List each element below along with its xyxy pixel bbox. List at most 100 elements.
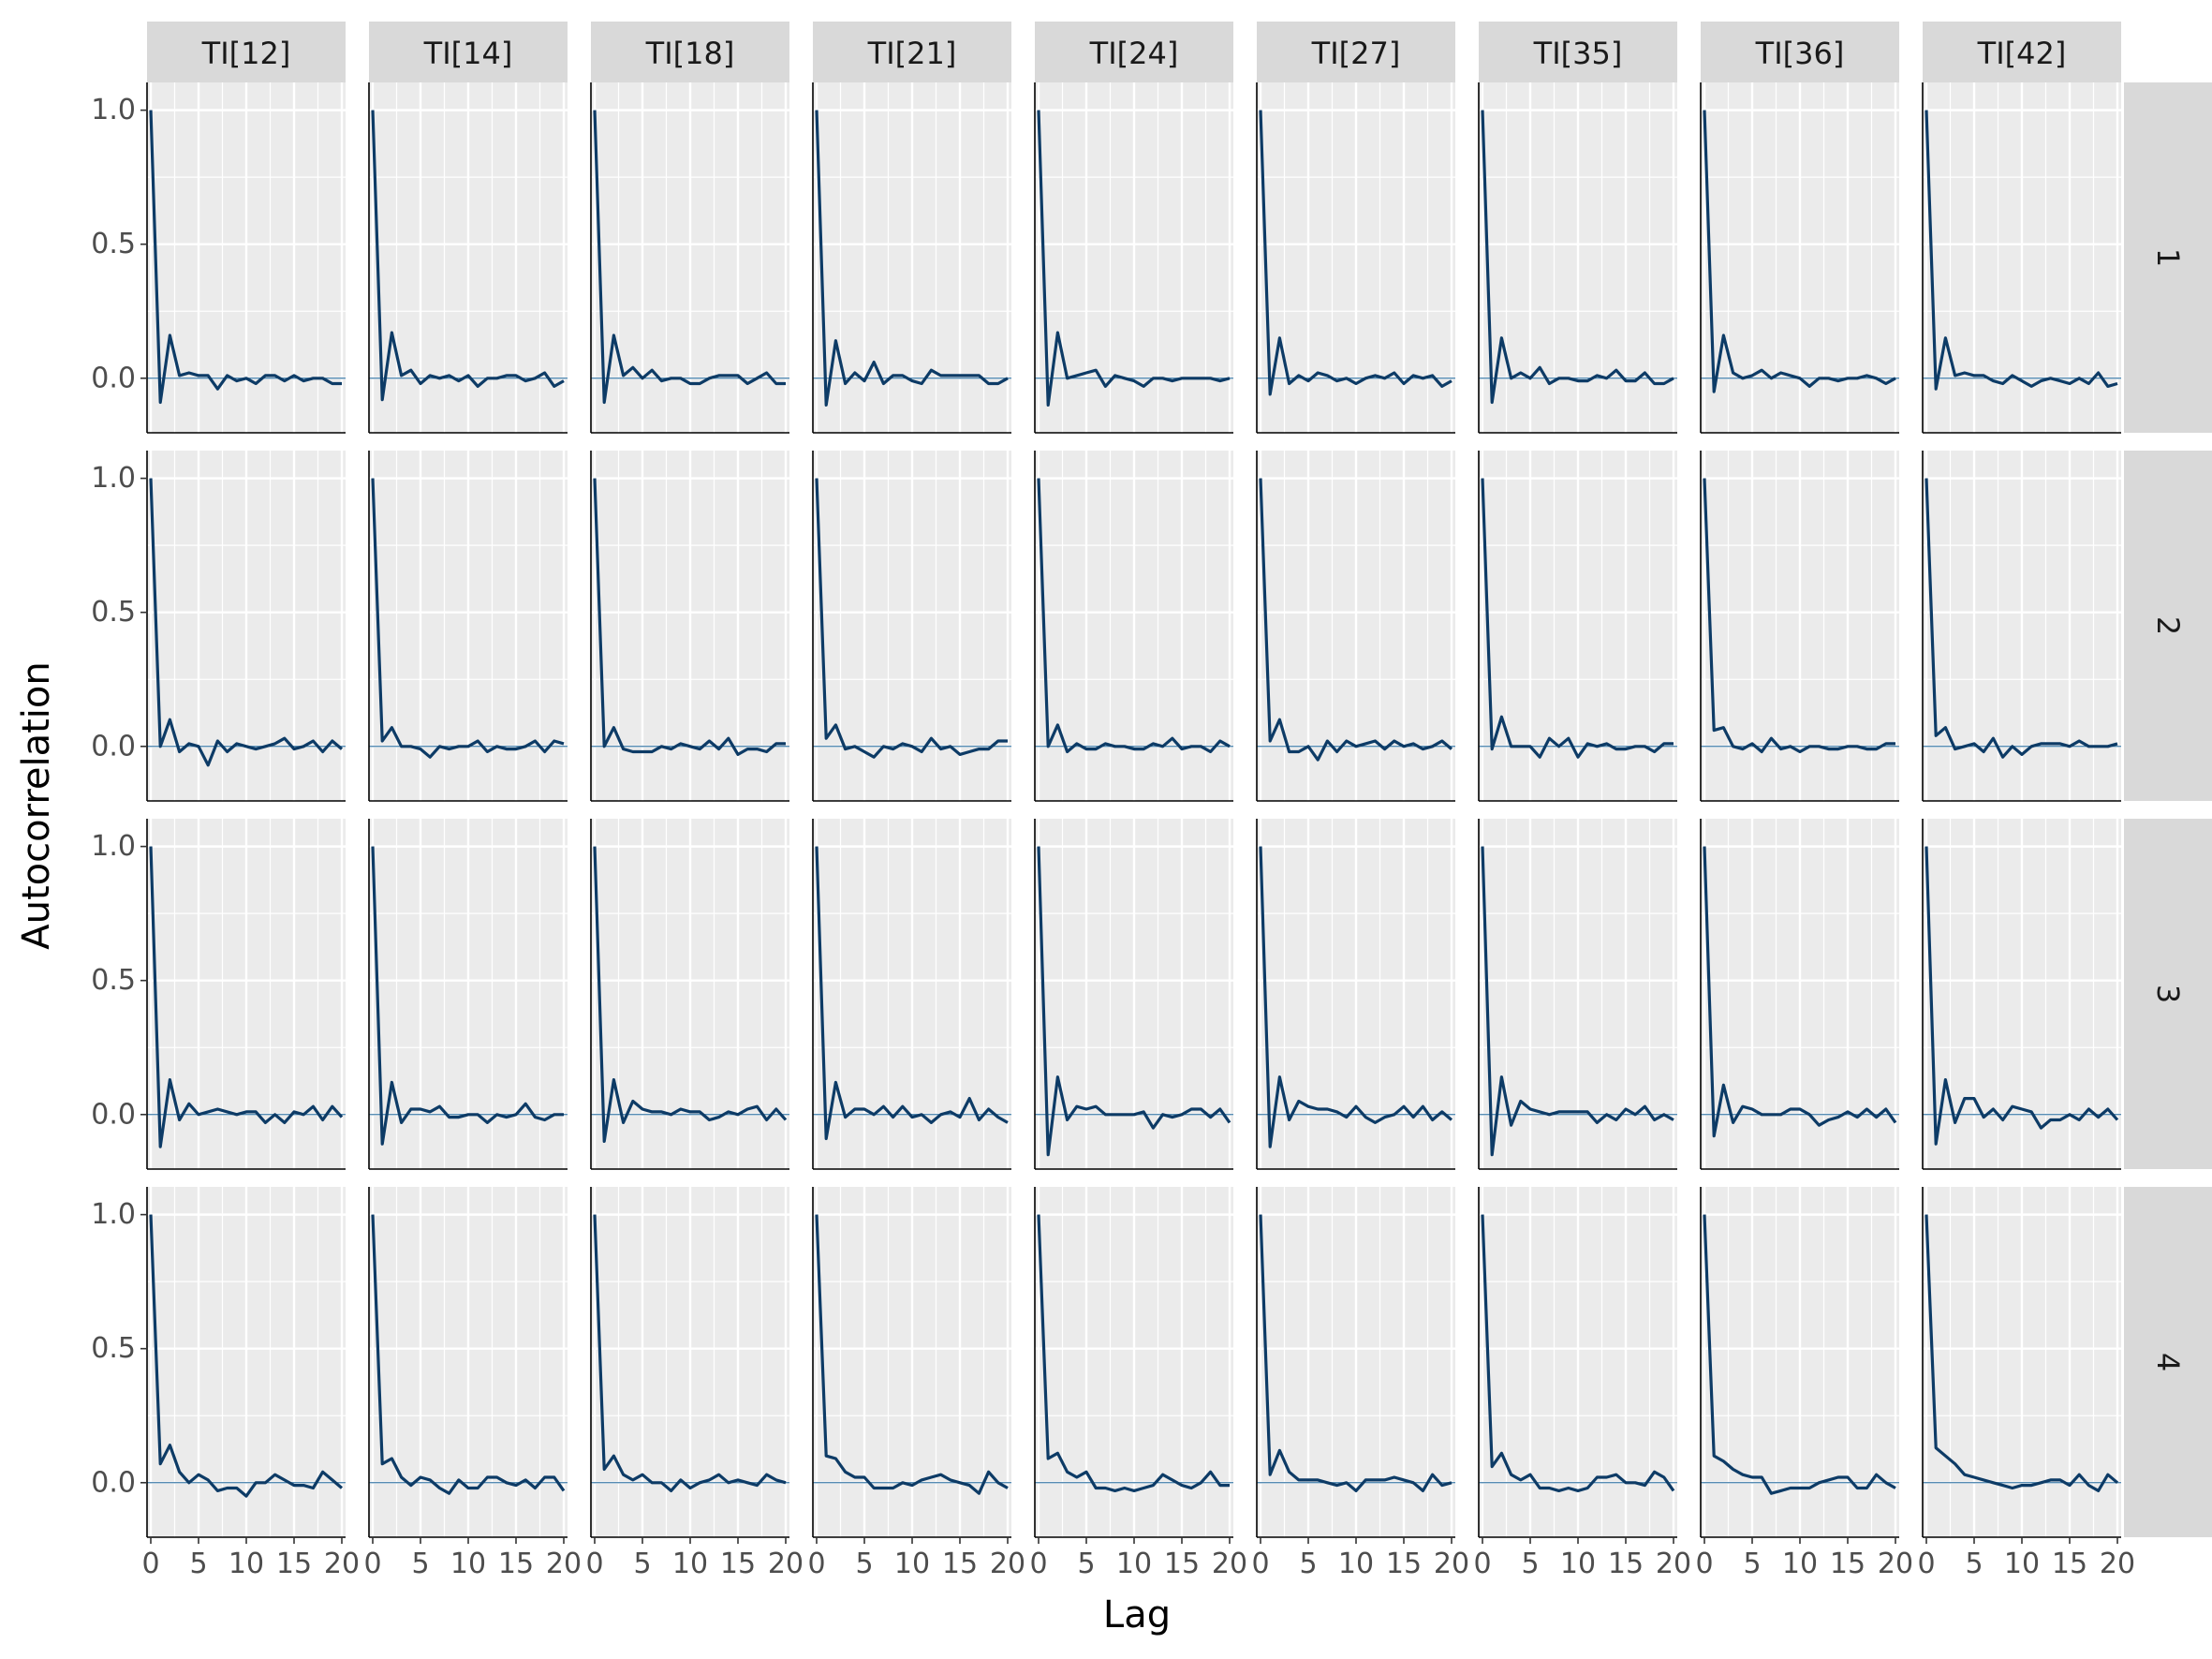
- facet-panel: [1922, 451, 2121, 802]
- autocorrelation-line: [149, 846, 344, 1148]
- facet-panel: [1478, 819, 1677, 1170]
- facet-panel: [812, 819, 1011, 1170]
- autocorrelation-line: [1481, 110, 1674, 405]
- y-axis-tick-label: 0.5: [91, 964, 136, 997]
- x-axis-tick-label: 0: [807, 1548, 825, 1580]
- autocorrelation-line: [1259, 1214, 1453, 1493]
- y-axis-tick-label: 1.0: [91, 462, 136, 495]
- autocorrelation-line: [593, 846, 788, 1144]
- y-axis-tick-label: 0.0: [91, 362, 136, 394]
- x-axis-tick-label: 20: [1434, 1548, 1469, 1580]
- y-axis-tick-label: 0.5: [91, 596, 136, 629]
- facet-panel: [146, 451, 346, 802]
- x-axis-tick-label: 0: [585, 1548, 603, 1580]
- facet-panel: [368, 82, 568, 434]
- facet-panel: [1034, 82, 1233, 434]
- x-axis-tick-label: 0: [1917, 1548, 1935, 1580]
- x-axis-tick-label: 10: [1338, 1548, 1374, 1580]
- autocorrelation-line: [815, 478, 1008, 759]
- y-axis-tick-label: 0.0: [91, 1098, 136, 1131]
- facet-panel: [146, 1187, 346, 1538]
- column-strip-label: TI[24]: [1089, 36, 1179, 71]
- x-axis-tick-label: 5: [189, 1548, 207, 1580]
- row-strip-label: 1: [2150, 248, 2186, 267]
- row-strip: [2124, 1187, 2212, 1537]
- autocorrelation-line: [149, 478, 344, 767]
- autocorrelation-line: [1259, 478, 1453, 762]
- facet-panel: [812, 1187, 1011, 1538]
- y-axis-tick-label: 1.0: [91, 94, 136, 126]
- row-strip: [2124, 451, 2212, 801]
- facet-panel: [1700, 819, 1899, 1170]
- facet-panel: [812, 451, 1011, 802]
- x-axis-tick-label: 0: [1695, 1548, 1713, 1580]
- x-axis-tick-label: 20: [546, 1548, 582, 1580]
- autocorrelation-line: [1481, 478, 1674, 759]
- column-strip-label: TI[36]: [1755, 36, 1845, 71]
- column-strip-label: TI[14]: [423, 36, 513, 71]
- autocorrelation-line: [1703, 846, 1897, 1138]
- autocorrelation-line: [1481, 846, 1674, 1157]
- autocorrelation-line: [593, 110, 786, 405]
- autocorrelation-line: [1703, 110, 1896, 393]
- facet-panel: [368, 819, 568, 1170]
- x-axis-tick-label: 15: [1608, 1548, 1644, 1580]
- x-axis-tick-label: 10: [450, 1548, 486, 1580]
- column-strip-label: TI[42]: [1977, 36, 2067, 71]
- y-axis-tick-label: 0.0: [91, 730, 136, 763]
- x-axis-tick-label: 10: [1782, 1548, 1818, 1580]
- x-axis-tick-label: 10: [229, 1548, 264, 1580]
- row-strip: [2124, 819, 2212, 1169]
- autocorrelation-line: [815, 1214, 1009, 1495]
- x-axis-tick-label: 0: [363, 1548, 381, 1580]
- autocorrelation-line: [1924, 1214, 2119, 1493]
- facet-panel: [1700, 82, 1899, 434]
- x-axis-tick-label: 0: [141, 1548, 159, 1580]
- facet-panel: [590, 819, 789, 1170]
- x-axis-tick-label: 15: [1386, 1548, 1422, 1580]
- autocorrelation-line: [371, 846, 564, 1146]
- x-axis-tick-label: 15: [276, 1548, 312, 1580]
- facet-panel: [1922, 1187, 2121, 1538]
- x-axis-tick-label: 20: [990, 1548, 1025, 1580]
- x-axis-tick-label: 20: [1878, 1548, 1913, 1580]
- facet-panel: [1922, 819, 2121, 1170]
- autocorrelation-line: [1481, 1214, 1675, 1493]
- column-strip-label: TI[18]: [645, 36, 735, 71]
- autocorrelation-line: [1037, 110, 1231, 407]
- facet-panel: [1256, 1187, 1455, 1538]
- facet-panel: [1034, 819, 1233, 1170]
- facet-panel: [368, 451, 568, 802]
- autocorrelation-line: [1703, 1214, 1896, 1495]
- column-strip-label: TI[12]: [201, 36, 291, 71]
- x-axis-tick-label: 5: [633, 1548, 651, 1580]
- facet-panel: [1034, 451, 1233, 802]
- facet-panel: [146, 82, 346, 434]
- x-axis-tick-label: 20: [1212, 1548, 1247, 1580]
- autocorrelation-line: [1924, 846, 2119, 1146]
- x-axis-tick-label: 0: [1029, 1548, 1047, 1580]
- x-axis-tick-label: 5: [1077, 1548, 1095, 1580]
- facet-panel: [1034, 1187, 1233, 1538]
- x-axis-tick-label: 5: [1743, 1548, 1761, 1580]
- y-axis-tick-label: 0.5: [91, 228, 136, 260]
- autocorrelation-line: [1037, 478, 1231, 754]
- autocorrelation-line: [371, 478, 565, 759]
- autocorrelation-line: [149, 1214, 344, 1498]
- x-axis-tick-label: 10: [1560, 1548, 1596, 1580]
- x-axis-tick-label: 0: [1473, 1548, 1491, 1580]
- column-strip: [1035, 22, 1233, 82]
- facet-panel: [590, 451, 789, 802]
- autocorrelation-line: [1924, 110, 2118, 391]
- x-axis-tick-label: 20: [324, 1548, 360, 1580]
- facet-panel: [1922, 82, 2121, 434]
- column-strip: [1923, 22, 2121, 82]
- x-axis-tick-label: 10: [2004, 1548, 2040, 1580]
- x-axis-tick-label: 15: [942, 1548, 978, 1580]
- autocorrelation-line: [371, 1214, 566, 1495]
- facet-panel: [812, 82, 1011, 434]
- column-strip: [1479, 22, 1677, 82]
- y-axis-tick-label: 1.0: [91, 1198, 136, 1231]
- x-axis-tick-label: 20: [1656, 1548, 1691, 1580]
